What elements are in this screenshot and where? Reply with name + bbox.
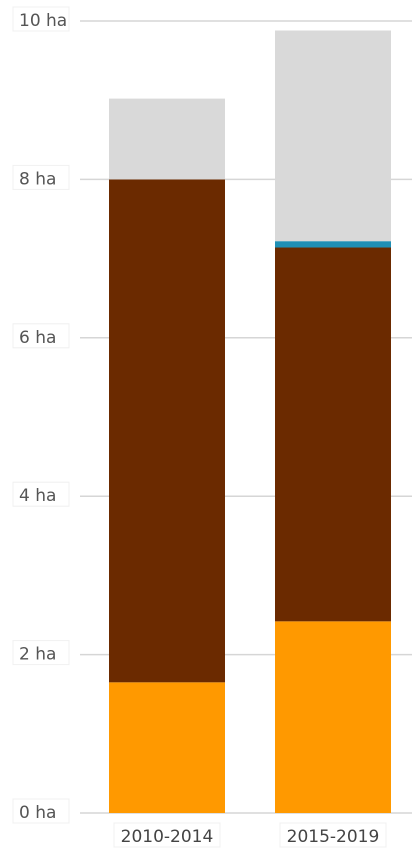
x-tick-label-box [113,822,221,848]
bar-segment [275,241,391,248]
y-tick-label: 10 ha [19,11,67,31]
y-axis: 0 ha 2 ha 4 ha 6 ha 8 ha 10 ha [12,6,70,824]
bar-segment [275,30,391,242]
bar-segment [275,247,391,622]
bar-segment [109,98,225,180]
y-tick-label-box [12,323,70,349]
bar-segment [275,621,391,813]
x-tick-label: 2010-2014 [121,827,214,847]
y-tick-label: 2 ha [19,645,56,665]
y-tick-label-box [12,6,70,32]
y-tick-label: 0 ha [19,803,56,823]
bars [109,30,391,813]
y-tick-label: 8 ha [19,169,56,189]
x-axis: 2010-2014 2015-2019 [113,822,387,848]
bar-segment [109,179,225,683]
y-tick-label-box [12,481,70,507]
x-tick-label: 2015-2019 [287,827,380,847]
y-tick-label: 6 ha [19,328,56,348]
y-tick-label-box [12,164,70,190]
x-tick-label-box [279,822,387,848]
y-tick-label: 4 ha [19,486,56,506]
y-tick-label-box [12,798,70,824]
y-tick-label-box [12,640,70,666]
bar-segment [109,682,225,813]
